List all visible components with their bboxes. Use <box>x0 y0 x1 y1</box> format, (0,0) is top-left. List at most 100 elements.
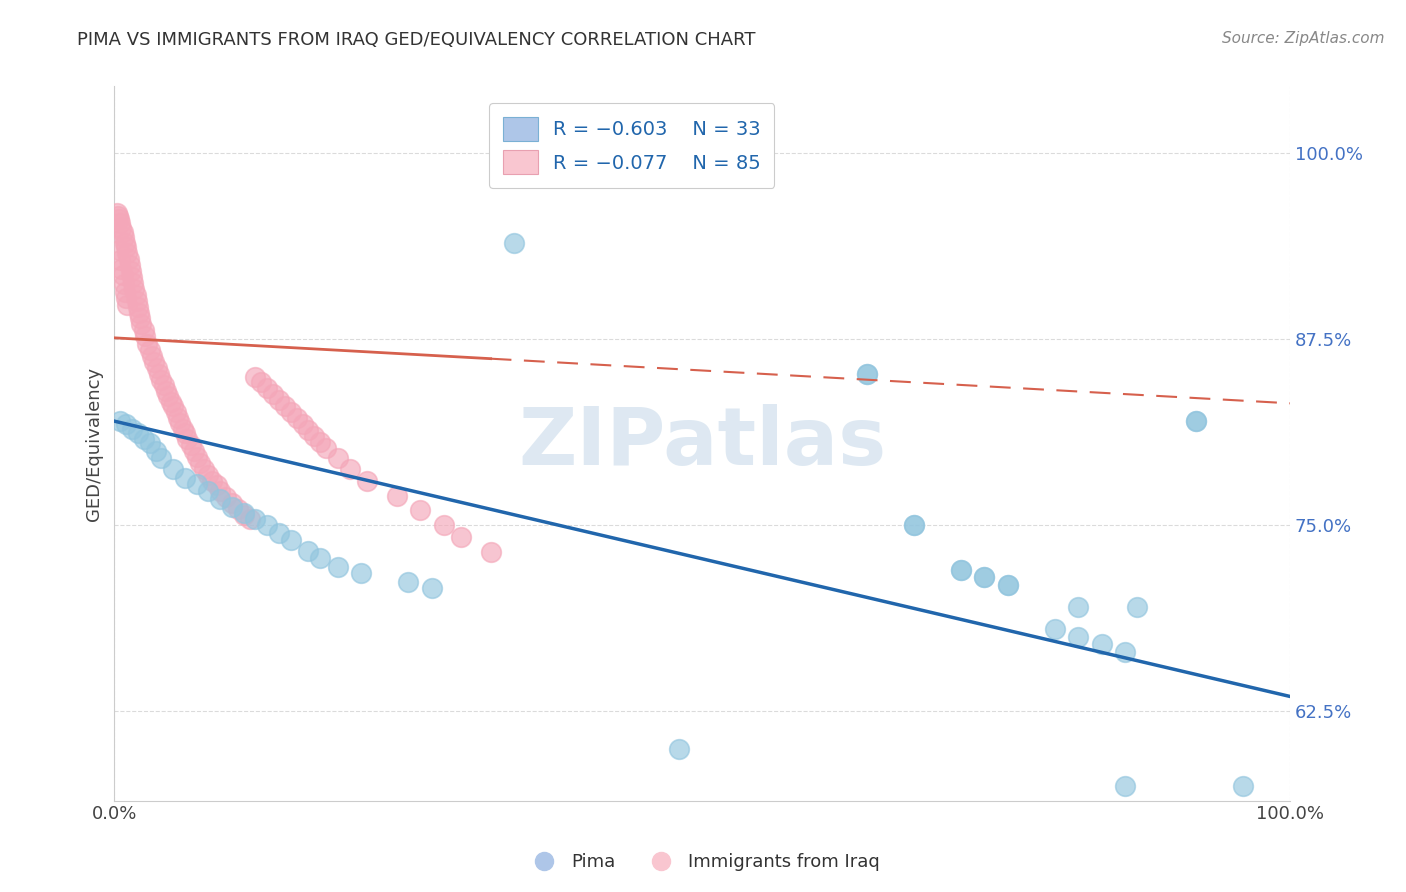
Point <box>291 417 314 431</box>
Point <box>112 229 135 244</box>
Point <box>396 574 419 589</box>
Point <box>145 360 167 375</box>
Point <box>221 496 243 510</box>
Point <box>122 276 145 290</box>
Point <box>256 381 278 395</box>
Point <box>297 423 319 437</box>
Point <box>267 393 290 408</box>
Point <box>141 349 163 363</box>
Point <box>125 293 148 308</box>
Point <box>128 305 150 319</box>
Point <box>127 426 149 441</box>
Point <box>110 414 132 428</box>
Point <box>267 525 290 540</box>
Point <box>114 285 136 299</box>
Point <box>209 484 232 499</box>
Point <box>350 566 373 580</box>
Point <box>903 518 925 533</box>
Point <box>274 399 297 413</box>
Legend: R = −0.603    N = 33, R = −0.077    N = 85: R = −0.603 N = 33, R = −0.077 N = 85 <box>489 103 775 187</box>
Point <box>169 416 191 430</box>
Point <box>309 435 332 450</box>
Point <box>949 563 972 577</box>
Point <box>201 474 224 488</box>
Point <box>205 478 228 492</box>
Point <box>124 287 146 301</box>
Point <box>997 578 1019 592</box>
Point <box>108 243 131 257</box>
Point <box>152 378 174 392</box>
Point <box>162 462 184 476</box>
Point <box>356 474 378 488</box>
Point <box>232 508 254 522</box>
Point <box>160 394 183 409</box>
Point <box>256 518 278 533</box>
Point <box>250 376 273 390</box>
Point <box>110 253 132 268</box>
Point <box>315 441 337 455</box>
Point <box>193 462 215 476</box>
Point <box>245 512 267 526</box>
Point <box>117 252 139 266</box>
Point <box>420 581 443 595</box>
Point <box>111 225 134 239</box>
Point <box>150 372 173 386</box>
Point <box>479 545 502 559</box>
Point <box>167 411 190 425</box>
Point <box>245 369 267 384</box>
Point <box>304 429 326 443</box>
Point <box>1185 414 1208 428</box>
Point <box>188 456 211 470</box>
Point <box>197 484 219 499</box>
Point <box>180 438 202 452</box>
Point <box>165 405 187 419</box>
Point <box>120 264 142 278</box>
Point <box>121 269 143 284</box>
Point <box>176 432 198 446</box>
Point <box>174 471 197 485</box>
Point <box>385 489 408 503</box>
Point <box>197 467 219 482</box>
Point <box>450 530 472 544</box>
Point <box>110 216 132 230</box>
Point <box>105 206 128 220</box>
Point <box>124 282 146 296</box>
Point <box>186 476 208 491</box>
Point <box>136 336 159 351</box>
Point <box>503 235 526 250</box>
Point <box>111 268 134 283</box>
Point <box>155 384 177 399</box>
Point <box>150 451 173 466</box>
Point <box>309 551 332 566</box>
Point <box>112 277 135 292</box>
Text: Source: ZipAtlas.com: Source: ZipAtlas.com <box>1222 31 1385 46</box>
Point <box>108 211 131 226</box>
Point <box>157 389 180 403</box>
Text: ZIPatlas: ZIPatlas <box>517 404 886 483</box>
Point <box>110 262 132 277</box>
Point <box>1185 414 1208 428</box>
Point <box>162 399 184 413</box>
Point <box>1126 600 1149 615</box>
Point <box>1067 630 1090 644</box>
Point <box>1232 779 1254 793</box>
Point <box>668 741 690 756</box>
Point <box>114 235 136 250</box>
Point <box>221 500 243 515</box>
Point <box>1043 623 1066 637</box>
Point <box>117 298 139 312</box>
Point <box>997 578 1019 592</box>
Point <box>132 432 155 446</box>
Point <box>127 300 149 314</box>
Point <box>239 512 262 526</box>
Point <box>148 367 170 381</box>
Point <box>409 503 432 517</box>
Point <box>1114 779 1136 793</box>
Point <box>138 436 160 450</box>
Point <box>297 543 319 558</box>
Point <box>973 570 995 584</box>
Point <box>280 533 302 548</box>
Point <box>285 411 308 425</box>
Point <box>115 240 138 254</box>
Point <box>226 502 249 516</box>
